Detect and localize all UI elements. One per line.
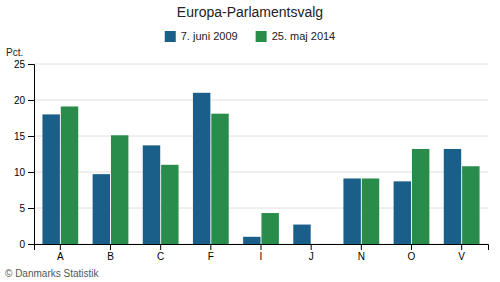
- x-tick-mark: [311, 244, 312, 250]
- legend-label: 7. juni 2009: [181, 30, 238, 42]
- legend: 7. juni 2009 25. maj 2014: [165, 30, 336, 42]
- annotation: © Danmarks Statistik: [5, 268, 100, 279]
- x-tick-label: O: [408, 251, 416, 262]
- x-axis: ABCFIJNOV: [35, 244, 489, 262]
- x-tick-label: C: [157, 251, 164, 262]
- bar: [143, 145, 160, 244]
- x-tick: A: [57, 244, 64, 262]
- y-tick: 0: [19, 239, 34, 250]
- bar: [444, 149, 461, 244]
- bar: [161, 165, 178, 244]
- bar: [111, 135, 128, 244]
- bar: [61, 106, 78, 244]
- y-tick-label: 20: [14, 95, 26, 106]
- y-tick-label: 15: [14, 131, 26, 142]
- bar: [243, 237, 260, 244]
- legend-item: 7. juni 2009: [165, 30, 238, 42]
- bar: [343, 178, 360, 244]
- x-tick-label: N: [358, 251, 365, 262]
- x-tick-mark: [110, 244, 111, 250]
- x-tick-mark: [461, 244, 462, 250]
- x-tick: C: [157, 244, 164, 262]
- y-tick-mark: [28, 172, 34, 173]
- bar: [261, 213, 278, 244]
- y-axis-label: Pct.: [6, 47, 23, 58]
- bar: [293, 225, 310, 244]
- x-tick-mark: [361, 244, 362, 250]
- x-tick-mark: [261, 244, 262, 250]
- bar-series: [42, 93, 461, 244]
- x-tick-label: J: [309, 251, 314, 262]
- y-tick: 20: [14, 95, 34, 106]
- x-tick: J: [309, 244, 314, 262]
- y-tick-label: 0: [19, 239, 25, 250]
- legend-swatch: [165, 31, 176, 42]
- x-tick-mark: [60, 244, 61, 250]
- bar: [462, 166, 479, 244]
- x-tick-label: F: [208, 251, 214, 262]
- y-tick-mark: [28, 64, 34, 65]
- legend-swatch: [256, 31, 267, 42]
- x-tick-mark: [160, 244, 161, 250]
- bar: [42, 114, 59, 244]
- x-tick-label: I: [260, 251, 263, 262]
- bar: [312, 244, 329, 245]
- bar: [412, 149, 429, 244]
- x-axis-line: [35, 245, 489, 251]
- x-tick-label: B: [107, 251, 114, 262]
- chart-svg: Europa-Parlamentsvalg 0 5 10 15 20 25 A B C F I J N O V…: [0, 0, 500, 282]
- bars: [42, 93, 479, 244]
- x-tick: O: [408, 244, 416, 262]
- y-tick-mark: [28, 244, 34, 245]
- y-tick-label: 5: [19, 203, 25, 214]
- y-tick-mark: [28, 208, 34, 209]
- x-tick: N: [358, 244, 365, 262]
- bar: [394, 181, 411, 244]
- bar-series: [61, 106, 480, 244]
- bar: [93, 174, 110, 244]
- x-tick: F: [208, 244, 214, 262]
- y-tick: 25: [14, 59, 34, 70]
- legend-label: 25. maj 2014: [272, 30, 336, 42]
- grid-line: [34, 136, 488, 137]
- y-tick: 5: [19, 203, 34, 214]
- chart-container: Europa-Parlamentsvalg 0 5 10 15 20 25 A B C F I J N O V…: [0, 0, 500, 282]
- x-tick-label: V: [458, 251, 465, 262]
- x-tick: B: [107, 244, 114, 262]
- y-axis-line: [28, 65, 35, 245]
- x-tick: I: [260, 244, 263, 262]
- y-tick-label: 10: [14, 167, 26, 178]
- grid-line: [34, 64, 488, 65]
- title: Europa-Parlamentsvalg: [177, 4, 323, 20]
- y-axis: 0 5 10 15 20 25: [14, 59, 35, 250]
- bar: [193, 93, 210, 244]
- grid-line: [34, 100, 488, 101]
- x-tick-label: A: [57, 251, 64, 262]
- y-tick-label: 25: [14, 59, 26, 70]
- grid: [34, 64, 488, 244]
- y-tick: 10: [14, 167, 34, 178]
- y-tick: 15: [14, 131, 34, 142]
- bar: [211, 114, 228, 244]
- legend-item: 25. maj 2014: [256, 30, 336, 42]
- x-tick-mark: [411, 244, 412, 250]
- bar: [362, 178, 379, 244]
- x-tick-mark: [210, 244, 211, 250]
- plot-area: 0 5 10 15 20 25 A B C F I J N O V: [14, 59, 489, 262]
- y-tick-mark: [28, 136, 34, 137]
- y-tick-mark: [28, 100, 34, 101]
- x-tick: V: [458, 244, 465, 262]
